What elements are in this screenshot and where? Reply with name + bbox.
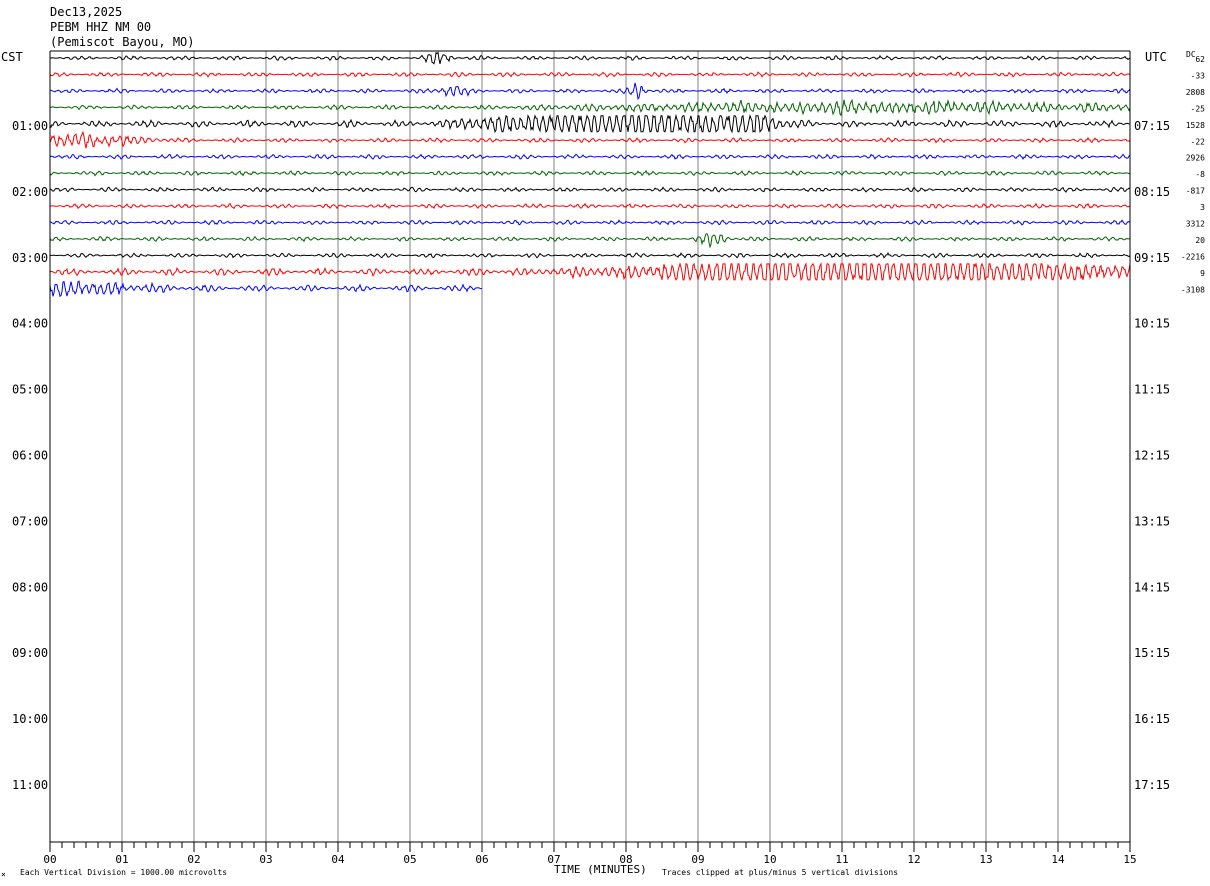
- seismic-trace: [49, 252, 1131, 259]
- header-date: Dec13,2025: [50, 5, 122, 19]
- dc-offset-value: -22: [1191, 137, 1206, 146]
- footer-corner-mark: ×: [1, 870, 6, 879]
- right-hour-label: 09:15: [1134, 251, 1170, 265]
- x-tick-label: 12: [907, 853, 920, 866]
- dc-offset-value: 62: [1195, 55, 1205, 64]
- right-hour-label: 13:15: [1134, 514, 1170, 528]
- dc-offset-header: DC: [1186, 50, 1196, 59]
- minute-grid: [121, 51, 1059, 842]
- footer-clip-note: Traces clipped at plus/minus 5 vertical …: [662, 868, 898, 877]
- left-hour-label: 04:00: [12, 317, 48, 331]
- x-axis-title: TIME (MINUTES): [554, 863, 647, 876]
- dc-offset-value: -2216: [1181, 252, 1205, 261]
- dc-offset-value: 3312: [1186, 220, 1205, 229]
- x-tick-label: 10: [763, 853, 776, 866]
- dc-offset-value: -3108: [1181, 285, 1205, 294]
- seismic-trace: [49, 280, 483, 298]
- seismic-trace: [49, 219, 1131, 226]
- x-tick-label: 09: [691, 853, 704, 866]
- left-hour-label: 07:00: [12, 514, 48, 528]
- x-axis-ticks: 00 01 02 03 04 05 06 07 08 09 10 11 12 13 14 15: [43, 842, 1137, 866]
- seismic-trace: [49, 71, 1131, 78]
- right-hour-label: 11:15: [1134, 383, 1170, 397]
- x-tick-label: 14: [1051, 853, 1065, 866]
- dc-offset-value: -817: [1186, 187, 1205, 196]
- right-hour-label: 16:15: [1134, 712, 1170, 726]
- x-tick-label: 15: [1123, 853, 1136, 866]
- dc-offset-value: 9: [1200, 269, 1205, 278]
- seismic-trace: [49, 98, 1131, 117]
- right-timezone-label: UTC: [1145, 50, 1167, 64]
- left-hour-label: 02:00: [12, 185, 48, 199]
- left-hour-label: 01:00: [12, 119, 48, 133]
- x-tick-label: 05: [403, 853, 416, 866]
- x-tick-label: 13: [979, 853, 992, 866]
- left-hour-label: 03:00: [12, 251, 48, 265]
- right-hour-label: 14:15: [1134, 580, 1170, 594]
- dc-offset-value: 3: [1200, 203, 1205, 212]
- dc-offset-value: 1528: [1186, 121, 1205, 130]
- left-hour-label: 08:00: [12, 580, 48, 594]
- seismic-trace: [49, 169, 1131, 177]
- right-hour-label: 17:15: [1134, 778, 1170, 792]
- seismic-trace: [49, 261, 1131, 282]
- seismic-trace: [49, 153, 1131, 160]
- header-station: PEBM HHZ NM 00: [50, 20, 151, 34]
- x-tick-label: 11: [835, 853, 848, 866]
- right-hour-label: 10:15: [1134, 317, 1170, 331]
- x-tick-label: 06: [475, 853, 488, 866]
- x-tick-label: 00: [43, 853, 56, 866]
- left-hour-label: 06:00: [12, 449, 48, 463]
- x-tick-label: 03: [259, 853, 272, 866]
- left-hour-label: 09:00: [12, 646, 48, 660]
- chart-labels: 01:00 02:00 03:00 04:00 05:00 06:00 07:00 08:00…: [12, 55, 1205, 792]
- right-hour-label: 12:15: [1134, 449, 1170, 463]
- left-hour-label: 10:00: [12, 712, 48, 726]
- x-tick-label: 07: [547, 853, 560, 866]
- x-tick-label: 02: [187, 853, 200, 866]
- dc-offset-value: 2808: [1186, 88, 1205, 97]
- dc-offset-value: -25: [1191, 104, 1206, 113]
- dc-offset-value: 20: [1195, 236, 1205, 245]
- dc-offset-value: 2926: [1186, 154, 1205, 163]
- left-timezone-label: CST: [1, 50, 23, 64]
- right-hour-label: 15:15: [1134, 646, 1170, 660]
- seismic-trace: [49, 202, 1131, 210]
- trace-layer: [49, 51, 1131, 298]
- seismic-trace: [49, 113, 1131, 134]
- footer-scale-note: Each Vertical Division = 1000.00 microvo…: [20, 868, 227, 877]
- header-location: (Pemiscot Bayou, MO): [50, 35, 195, 49]
- x-tick-label: 01: [115, 853, 128, 866]
- dc-offset-value: -8: [1195, 170, 1205, 179]
- seismic-trace: [49, 82, 1131, 101]
- x-tick-label: 04: [331, 853, 345, 866]
- seismic-trace: [49, 130, 1131, 149]
- left-hour-label: 05:00: [12, 383, 48, 397]
- seismic-trace: [49, 233, 1131, 249]
- right-hour-label: 08:15: [1134, 185, 1170, 199]
- seismic-trace: [49, 51, 1131, 65]
- right-hour-label: 07:15: [1134, 119, 1170, 133]
- seismic-trace: [49, 186, 1131, 193]
- x-tick-label: 08: [619, 853, 632, 866]
- dc-offset-value: -33: [1191, 71, 1206, 80]
- left-hour-label: 11:00: [12, 778, 48, 792]
